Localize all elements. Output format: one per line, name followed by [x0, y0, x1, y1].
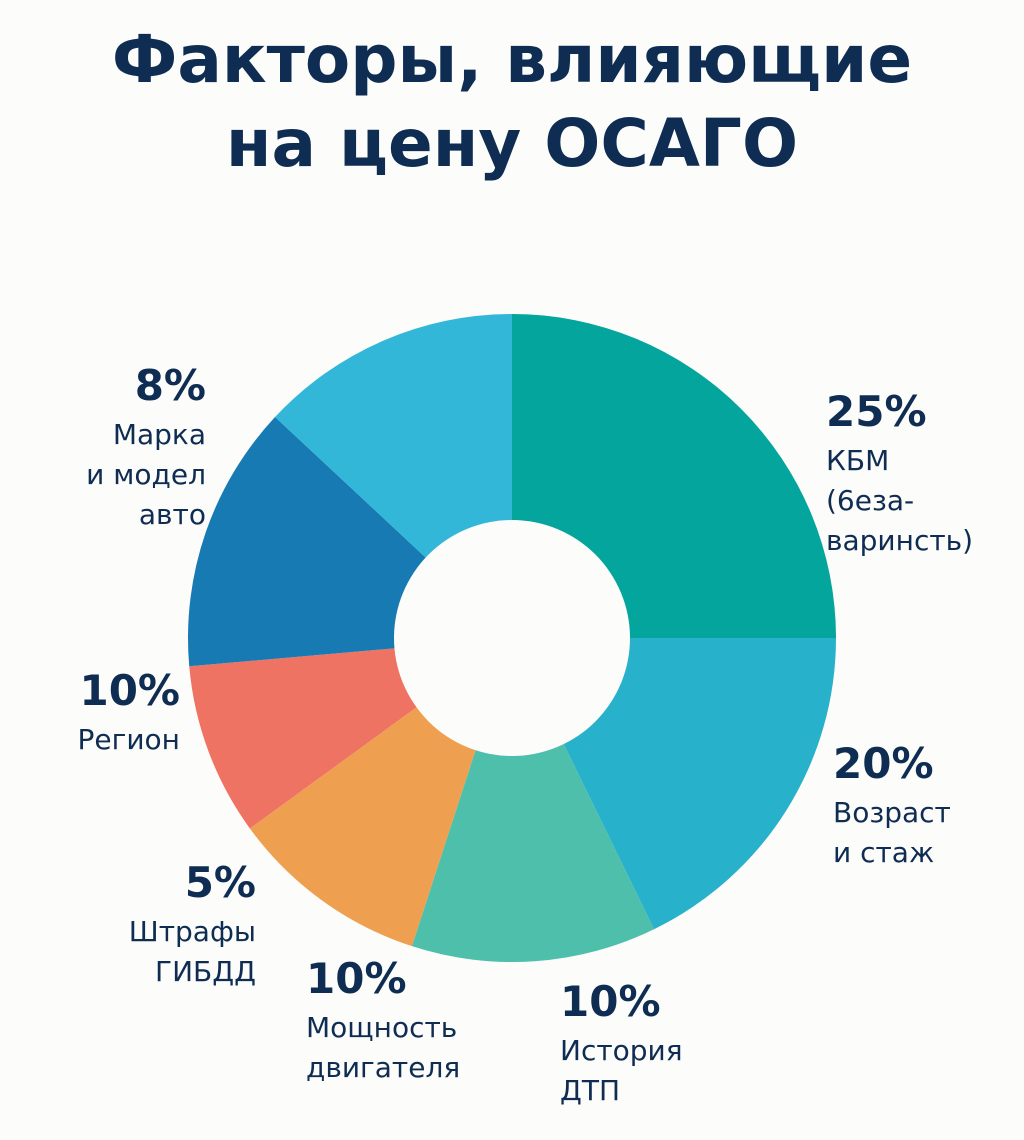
- slice-category-label: авто: [139, 498, 206, 531]
- slice-labels: 25% КБМ (6еза-варинсть) 20% Возраст и стаж 10%…: [78, 361, 974, 1107]
- slice-percent-label: 25%: [826, 387, 927, 436]
- slice-category-label: Штрафы: [129, 915, 256, 948]
- slice-category-label: и стаж: [833, 836, 934, 869]
- slice-percent-label: 10%: [79, 666, 180, 715]
- slice-percent-label: 5%: [185, 858, 256, 907]
- slice-category-label: Марка: [113, 418, 206, 451]
- slice-category-label: Мощность: [306, 1011, 457, 1044]
- slice-percent-label: 10%: [306, 954, 407, 1003]
- donut-hole: [394, 520, 630, 756]
- slice-category-label: варинсть): [826, 524, 973, 557]
- slice-percent-label: 8%: [135, 361, 206, 410]
- slice-category-label: (6еза-: [826, 484, 914, 517]
- chart-title-line-2: на цену ОСАГО: [225, 105, 799, 182]
- slice-category-label: ДТП: [560, 1074, 620, 1107]
- slice-category-label: Возраст: [833, 796, 951, 829]
- slice-percent-label: 10%: [560, 977, 661, 1026]
- chart-title: Факторы, влияющие на цену ОСАГО: [0, 18, 1024, 186]
- slice-category-label: двигателя: [306, 1051, 460, 1084]
- slice-category-label: КБМ: [826, 444, 889, 477]
- slice-category-label: История: [560, 1034, 683, 1067]
- pie-slice: [411, 638, 655, 962]
- slice-category-label: ГИБДД: [155, 955, 256, 988]
- slice-category-label: и модел: [86, 458, 206, 491]
- slice-percent-label: 20%: [833, 739, 934, 788]
- chart-title-line-1: Факторы, влияющие: [111, 21, 913, 98]
- slice-category-label: Регион: [78, 723, 180, 756]
